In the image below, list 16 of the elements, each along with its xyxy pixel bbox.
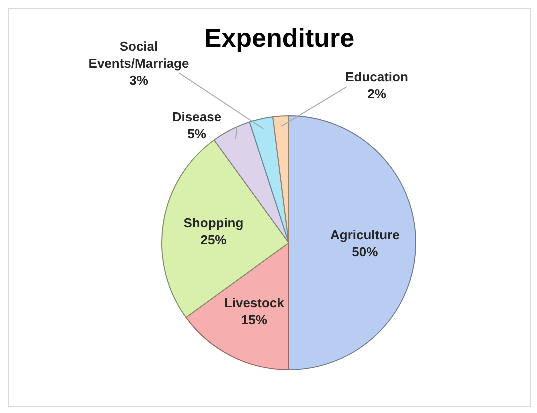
slice-label: Shopping <box>184 215 244 230</box>
pie-slice <box>272 116 290 244</box>
pie-slice <box>249 116 290 244</box>
slice-label: Disease <box>172 109 222 124</box>
data-label: 50% <box>352 244 379 259</box>
pie-slice <box>288 116 416 370</box>
slice-label: Livestock <box>224 294 286 310</box>
slice-label: Education <box>346 69 408 84</box>
data-label: 25% <box>200 232 228 248</box>
slice-label: Agriculture <box>330 227 400 242</box>
chart-title: Expenditure <box>204 23 355 53</box>
data-label: 15% <box>241 312 268 327</box>
data-label: 2% <box>368 86 387 101</box>
slice-label: Social Events/Marriage <box>88 38 190 70</box>
data-label: 5% <box>188 126 207 141</box>
data-label: 3% <box>130 72 149 88</box>
